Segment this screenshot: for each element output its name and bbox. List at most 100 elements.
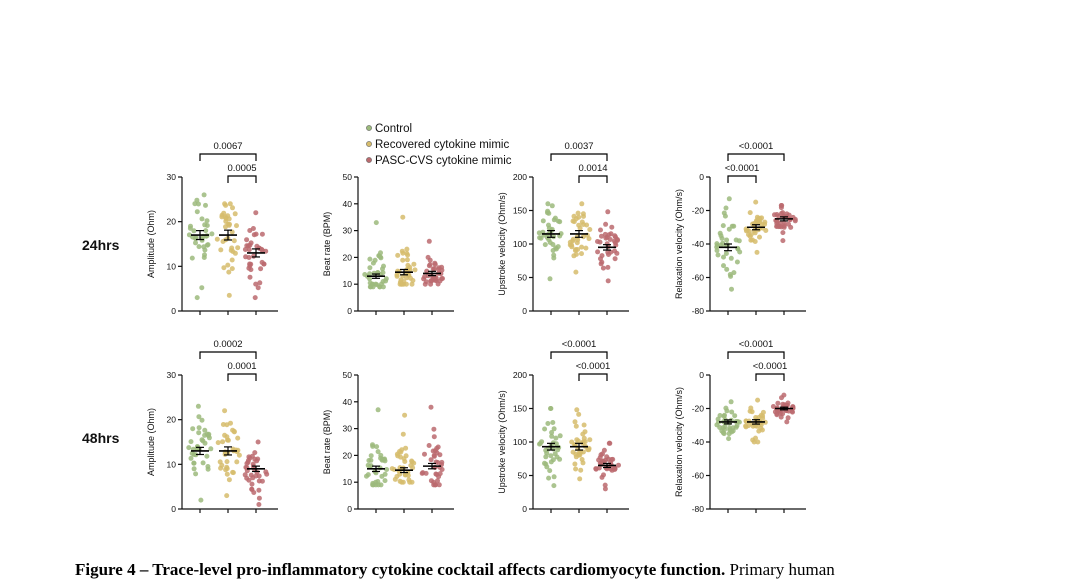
legend-marker-pasc [366,157,372,163]
data-point [601,472,606,478]
data-point [196,244,202,250]
data-point [545,210,550,216]
data-point [187,225,193,231]
y-axis-label: Upstroke velocity (Ohm/s) [497,192,507,296]
data-point [400,250,406,256]
data-point [580,449,586,455]
data-point [762,419,768,425]
data-point [256,495,262,501]
data-point [722,427,728,432]
data-point [408,463,414,468]
data-point [759,427,765,433]
data-point [229,266,235,272]
data-point [439,467,445,472]
data-point [198,497,204,503]
y-tick-label: 0 [171,504,176,514]
data-point [435,478,440,484]
y-tick-label: 30 [343,424,353,434]
data-point [384,467,390,472]
data-point [616,462,621,468]
data-point [576,214,582,220]
data-point [406,477,412,483]
data-point [577,452,583,458]
y-tick-label: 10 [167,261,177,271]
significance-bracket [727,351,785,359]
data-point [225,262,231,268]
p-value-label: 0.0037 [564,141,593,152]
data-point [428,404,434,410]
data-point [203,202,208,208]
data-point [405,262,411,268]
p-value-label: 0.0067 [213,141,242,152]
data-point [222,432,228,438]
significance-bracket [550,153,608,161]
data-point [538,235,544,241]
y-tick-label: 0 [347,504,352,514]
data-point [218,247,224,253]
data-point [606,440,612,446]
data-point [556,445,562,450]
data-point [774,212,780,217]
data-point [729,409,735,415]
data-point [718,233,724,239]
data-point [539,439,545,445]
p-value-label: 0.0014 [578,163,607,174]
data-point [194,209,200,215]
data-point [196,430,202,436]
data-point [542,460,547,466]
y-tick-label: -80 [692,504,705,514]
data-point [403,453,409,459]
data-point [715,252,721,258]
data-point [723,251,729,256]
data-point [587,437,593,443]
y-tick-label: -40 [692,437,705,447]
data-point [579,457,585,462]
data-point [727,272,733,277]
data-point [604,454,610,460]
data-point [222,408,228,414]
data-point [431,479,437,485]
data-point [722,213,728,219]
data-point [205,242,211,248]
data-point [572,419,578,425]
data-point [780,210,786,216]
y-axis-label: Relaxation velocity (Ohm/s) [674,189,684,299]
panel-48hrs-4: 0 -20 -40 -60 -80 Relaxation velocity (Ohm/s)… [674,339,806,514]
data-point [202,222,208,228]
p-value-label: <0.0001 [562,339,597,350]
data-point [755,397,761,403]
data-point [403,281,409,287]
y-tick-label: -60 [692,273,705,283]
data-point [259,259,265,265]
data-point [200,460,206,466]
data-point [717,425,723,430]
data-point [557,433,563,439]
y-tick-label: 40 [343,199,353,209]
row-label-48hrs: 48hrs [82,430,120,446]
data-point [612,248,618,254]
caption-text: Primary human [729,560,835,579]
data-point [583,245,589,251]
y-tick-label: 0 [171,306,176,316]
y-tick-label: 50 [343,172,353,182]
data-point [732,413,738,419]
data-point [582,439,588,445]
data-point [255,285,261,291]
data-point [569,244,575,250]
data-point [373,220,379,226]
data-point [546,237,552,243]
data-point [602,482,608,488]
data-point [402,472,408,478]
data-point [242,247,248,252]
data-point [724,237,730,243]
data-point [246,477,252,483]
y-tick-label: 10 [343,279,353,289]
row-label-24hrs: 24hrs [82,237,120,253]
data-point [547,276,553,282]
legend: Control Recovered cytokine mimic PASC-CV… [366,123,512,167]
data-point [365,472,371,478]
y-tick-label: 50 [518,273,528,283]
data-point [431,426,437,432]
data-point [209,231,215,237]
